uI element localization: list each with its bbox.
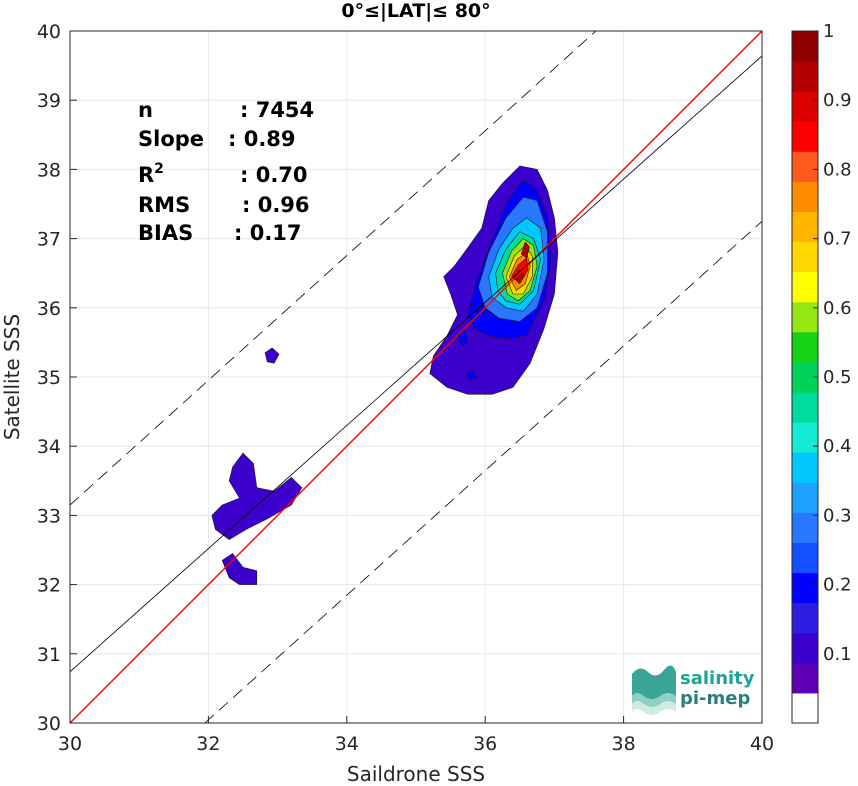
wave-logo-icon — [632, 665, 676, 715]
stat-value: : 7454 — [240, 98, 314, 122]
stat-value: : 0.96 — [242, 193, 310, 217]
colorbar-band — [792, 301, 818, 333]
colorbar-band — [792, 662, 818, 694]
density-contour-level — [465, 369, 478, 381]
colorbar-tick-label: 0.3 — [823, 505, 852, 526]
colorbar-band — [792, 241, 818, 273]
y-tick-label: 39 — [37, 90, 61, 112]
y-axis-label: Satellite SSS — [0, 314, 24, 440]
colorbar-band — [792, 31, 818, 62]
colorbar-tick-label: 1 — [823, 21, 834, 42]
salinity-pi-mep-logo: salinity pi-mep — [632, 665, 755, 715]
y-tick-label: 36 — [37, 298, 61, 320]
x-axis-label: Saildrone SSS — [347, 762, 485, 786]
stat-value: : 0.17 — [234, 221, 302, 245]
density-contour-level — [264, 347, 280, 364]
colorbar-band — [792, 482, 818, 513]
colorbar-tick-label: 0.8 — [823, 159, 852, 180]
colorbar-band — [792, 572, 818, 604]
lower-bound-line — [204, 221, 762, 723]
x-tick-label: 34 — [335, 733, 359, 755]
y-tick-label: 33 — [37, 505, 61, 527]
grid — [69, 30, 763, 724]
density-contour-level — [520, 241, 530, 259]
x-tick-label: 40 — [750, 733, 774, 755]
regression-line — [70, 55, 762, 673]
colorbar-tick-label: 0.1 — [823, 644, 852, 665]
colorbar-band — [792, 121, 818, 152]
stat-label: Slope — [138, 127, 204, 151]
colorbar-tick-label: 0.9 — [823, 90, 852, 111]
colorbar-band — [792, 422, 818, 453]
density-contour-level — [211, 452, 303, 540]
x-tick-label: 30 — [58, 733, 82, 755]
chart-title: 0°≤|LAT|≤ 80° — [341, 0, 490, 22]
y-tick-label: 32 — [37, 575, 61, 597]
colorbar-tick-label: 0.2 — [823, 575, 852, 596]
x-tick-label: 32 — [196, 733, 220, 755]
y-tick-label: 34 — [37, 436, 61, 458]
colorbar-band — [792, 331, 818, 363]
colorbar-tick-label: 0.7 — [823, 229, 852, 250]
colorbar-tick-label: 0.6 — [823, 298, 852, 319]
colorbar-tick-label: 0.4 — [823, 436, 852, 457]
y-tick-label: 35 — [37, 367, 61, 389]
colorbar-band — [792, 91, 818, 122]
y-tick-label: 37 — [37, 229, 61, 251]
y-tick-label: 31 — [37, 644, 61, 666]
colorbar: 0.1 0.2 0.3 0.4 0.5 0.6 0.7 0.8 0.9 1 — [791, 21, 852, 724]
axis-ticks: 30 32 34 36 38 40 30 31 32 33 34 35 36 37 38 39 40 — [37, 21, 774, 755]
colorbar-band — [792, 692, 818, 724]
logo-line-1: salinity — [680, 668, 755, 689]
colorbar-tick-label: 0.5 — [823, 367, 852, 388]
colorbar-band — [792, 181, 818, 213]
logo-line-2: pi-mep — [680, 688, 750, 709]
stat-label: n — [138, 98, 153, 122]
y-tick-label: 38 — [37, 159, 61, 181]
stat-value: : 0.89 — [228, 127, 296, 151]
colorbar-band — [792, 632, 818, 664]
stat-value: : 0.70 — [240, 163, 308, 187]
x-tick-label: 36 — [473, 733, 497, 755]
colorbar-band — [792, 542, 818, 574]
y-tick-label: 40 — [37, 21, 61, 43]
upper-bound-line — [70, 31, 597, 506]
colorbar-band — [792, 602, 818, 634]
reference-lines — [70, 31, 762, 723]
colorbar-band — [792, 392, 818, 423]
colorbar-band — [792, 512, 818, 543]
x-tick-label: 38 — [612, 733, 636, 755]
y-tick-label: 30 — [37, 713, 61, 735]
colorbar-band — [792, 452, 818, 483]
one-to-one-line — [70, 31, 762, 723]
colorbar-band — [792, 151, 818, 182]
colorbar-band — [792, 271, 818, 303]
colorbar-band — [792, 211, 818, 243]
stat-label: RMS — [138, 193, 190, 217]
stat-label: BIAS — [138, 221, 193, 245]
colorbar-band — [792, 61, 818, 92]
density-contour-level — [513, 269, 525, 282]
